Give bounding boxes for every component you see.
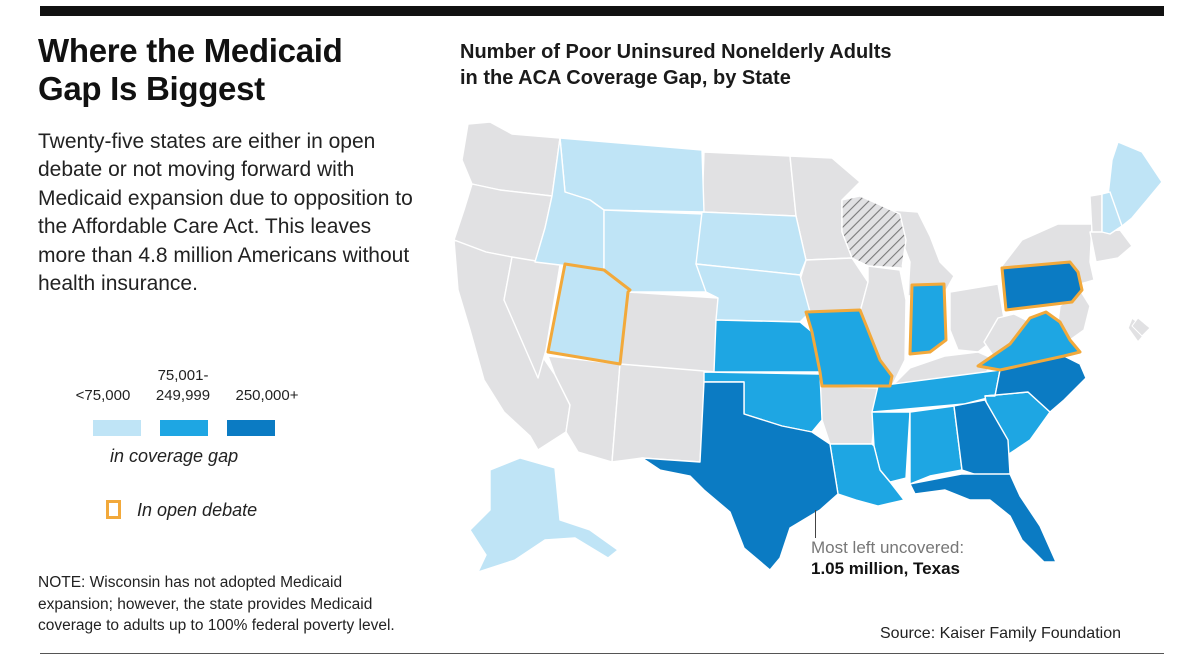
legend-caption: in coverage gap [110,446,239,466]
state-north-dakota [701,151,797,217]
legend-label-high: 250,000+ [235,387,299,404]
callout-leader-line [815,510,816,538]
legend-swatch-high [227,420,275,436]
note: NOTE: Wisconsin has not adopted Medicaid… [38,572,478,637]
headline-line-2: Gap Is Biggest [38,70,265,107]
legend-swatch-low [93,420,141,436]
state-colorado [619,291,719,373]
state-indiana [908,282,948,356]
state-maine [1107,141,1163,227]
state-new-mexico [611,363,706,463]
map-title: Number of Poor Uninsured Nonelderly Adul… [460,39,892,91]
headline: Where the Medicaid Gap Is Biggest [38,32,418,108]
state-north-carolina [984,355,1087,413]
state-virginia [976,310,1082,372]
state-kansas [713,319,821,373]
state-pennsylvania [1000,260,1084,312]
note-line-2: expansion; however, the state provides M… [38,595,373,613]
us-map [453,121,1163,573]
legend-label-mid-bottom: 249,999 [155,387,211,404]
open-debate-swatch [106,500,121,519]
state-vermont [1089,193,1103,233]
top-rule [40,6,1164,16]
state-tennessee [871,369,1001,413]
note-line-1: NOTE: Wisconsin has not adopted Medicaid [38,574,343,591]
callout-value: 1.05 million, Texas [811,559,960,578]
map-title-line-1: Number of Poor Uninsured Nonelderly Adul… [460,41,892,63]
bottom-rule [40,653,1164,654]
state-louisiana [829,443,905,507]
legend-swatch-mid [160,420,208,436]
legend-label-mid: 75,001- 249,999 [140,366,226,406]
state-florida [909,473,1057,563]
state-alabama [909,405,963,485]
deck-text: Twenty-five states are either in open de… [38,130,413,296]
state-new-england [1089,229,1133,263]
state-arkansas [819,385,879,445]
state-iowa [799,257,869,313]
state-wyoming [603,209,707,293]
open-debate-label: In open debate [137,500,258,520]
legend-label-low: <75,000 [75,387,131,404]
rhode-island-marker [1131,317,1151,337]
note-line-3: coverage to adults up to 100% federal po… [38,617,395,634]
state-alaska [469,457,619,573]
legend-label-mid-top: 75,001- [157,367,209,384]
state-texas [641,381,839,571]
state-south-dakota [695,211,807,276]
map-title-line-2: in the ACA Coverage Gap, by State [460,67,791,89]
state-missouri [804,308,894,388]
source-credit: Source: Kaiser Family Foundation [880,625,1121,642]
headline-line-1: Where the Medicaid [38,32,343,69]
state-new-hampshire [1101,191,1123,235]
state-utah [546,262,632,366]
state-wisconsin [841,195,907,269]
callout-label: Most left uncovered: [811,538,965,557]
